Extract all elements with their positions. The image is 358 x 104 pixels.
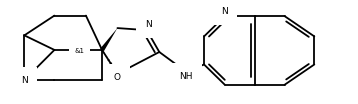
Text: N: N [222, 7, 228, 16]
Text: &1: &1 [74, 48, 84, 54]
Text: N: N [145, 20, 152, 29]
Text: O: O [114, 74, 121, 82]
Polygon shape [100, 28, 117, 51]
Text: N: N [21, 76, 28, 85]
Text: NH: NH [179, 72, 193, 81]
